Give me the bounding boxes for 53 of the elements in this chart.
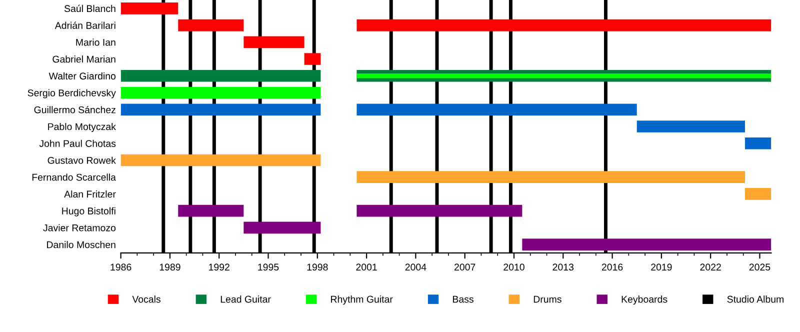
x-tick-label: 2010 <box>504 264 524 271</box>
legend-label: Rhythm Guitar <box>331 296 393 305</box>
y-tick-label: John Paul Chotas <box>39 140 116 147</box>
x-tick-label: 1986 <box>110 264 132 271</box>
bar <box>636 120 745 132</box>
y-tick-label: Pablo Motyczak <box>48 122 116 132</box>
x-tick-label: 2016 <box>602 264 623 271</box>
x-tick-label: 1989 <box>160 264 180 271</box>
legend-label: Keyboards <box>622 296 668 305</box>
y-tick-label: Sergio Berdichevsky <box>28 89 116 98</box>
bar <box>744 188 772 200</box>
y-tick-label: Hugo Bistolfi <box>62 207 116 216</box>
y-tick-label: Gustavo Rowek <box>48 156 116 164</box>
x-tick-label: 2007 <box>454 264 476 271</box>
bar <box>178 19 244 32</box>
y-tick-label: Gabriel Marian <box>52 56 116 63</box>
y-tick-label: Saúl Blanch <box>64 4 116 12</box>
bar <box>356 171 745 183</box>
legend-label: Vocals <box>132 296 160 303</box>
x-tick-label: 1998 <box>307 264 328 271</box>
bar <box>244 222 321 234</box>
y-tick-label: Walter Giardino <box>48 72 116 80</box>
x-tick-label: 2022 <box>700 264 721 271</box>
x-tick-label: 1992 <box>209 264 230 271</box>
bar <box>120 154 321 166</box>
bar <box>244 36 304 48</box>
bar <box>120 2 178 14</box>
legend-label: Lead Guitar <box>220 296 271 303</box>
x-tick-label: 1995 <box>258 264 279 271</box>
y-tick-label: Danilo Moschen <box>47 241 116 248</box>
y-tick-label: Adrián Barilari <box>54 22 116 29</box>
legend-label: Studio Album <box>727 296 784 303</box>
bar <box>178 204 244 217</box>
x-tick-label: 2013 <box>552 264 574 271</box>
legend-label: Bass <box>453 296 474 303</box>
bar <box>356 204 522 217</box>
legend-label: Drums <box>534 296 562 303</box>
bar <box>120 104 321 116</box>
y-tick-label: Javier Retamozo <box>43 224 116 232</box>
y-tick-label: Mario Ian <box>76 38 116 46</box>
bar <box>744 137 772 150</box>
x-tick-label: 2025 <box>749 264 770 271</box>
x-tick-label: 2004 <box>405 264 426 271</box>
bar <box>120 70 321 82</box>
bar <box>304 53 321 65</box>
y-tick-label: Guillermo Sánchez <box>34 106 116 114</box>
bar <box>356 104 637 116</box>
bar <box>522 238 772 250</box>
bar <box>356 19 772 32</box>
x-tick-label: 2019 <box>651 264 672 271</box>
y-tick-label: Fernando Scarcella <box>32 174 116 181</box>
y-tick-label: Alan Fritzler <box>64 190 116 198</box>
x-tick-label: 2001 <box>356 264 377 271</box>
